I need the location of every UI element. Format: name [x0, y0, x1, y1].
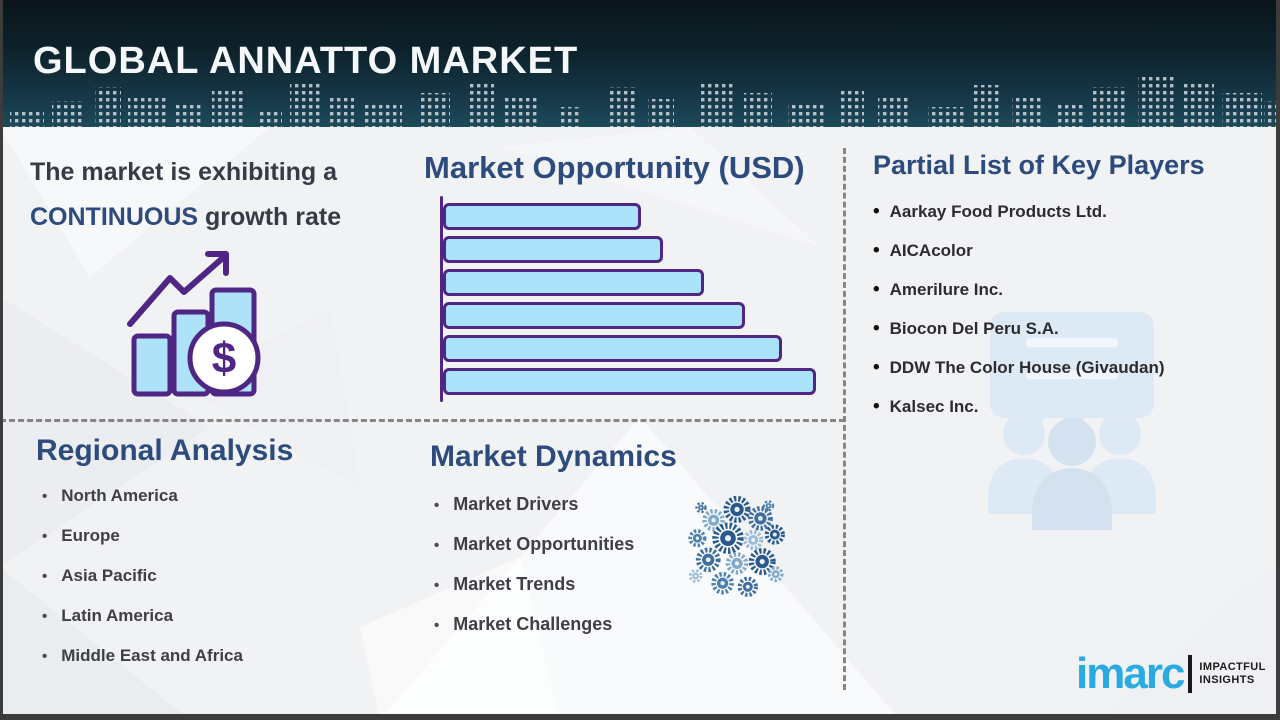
frame-border-right [1276, 0, 1280, 720]
chart-bars [443, 203, 816, 401]
list-item: Kalsec Inc. [873, 396, 1268, 418]
list-item: Middle East and Africa [42, 646, 376, 666]
opportunity-bar [443, 269, 705, 296]
opportunity-bar [443, 335, 783, 362]
list-item: AICAcolor [873, 240, 1268, 262]
regional-analysis-list: North America Europe Asia Pacific Latin Ame… [42, 486, 376, 666]
horizontal-dashed-divider [0, 419, 845, 422]
city-skyline-graphic [10, 75, 1280, 127]
opportunity-bar [443, 203, 641, 230]
list-item: Latin America [42, 606, 376, 626]
list-item: Europe [42, 526, 376, 546]
opportunity-bar [443, 302, 746, 329]
page-title: GLOBAL ANNATTO MARKET [33, 40, 579, 82]
logo-divider [1188, 655, 1193, 693]
svg-text:$: $ [212, 334, 236, 383]
market-dynamics-title: Market Dynamics [430, 440, 677, 473]
growth-highlight: CONTINUOUS [30, 203, 199, 231]
tagline-line1: IMPACTFUL [1199, 661, 1266, 673]
regional-analysis-panel: Regional Analysis North America Europe Asi… [36, 434, 376, 686]
header-banner: GLOBAL ANNATTO MARKET [0, 0, 1280, 127]
imarc-brand-text: imarc [1076, 649, 1185, 698]
tagline-line2: INSIGHTS [1199, 674, 1255, 686]
gear-sphere-icon [688, 495, 785, 597]
list-item: Biocon Del Peru S.A. [873, 318, 1268, 340]
list-item: North America [42, 486, 376, 506]
list-item: DDW The Color House (Givaudan) [873, 357, 1268, 379]
imarc-logo: imarc IMPACTFUL INSIGHTS [1076, 652, 1266, 696]
chart-y-axis [440, 196, 443, 402]
growth-statement-line2: CONTINUOUS growth rate [30, 195, 410, 240]
regional-analysis-title: Regional Analysis [36, 434, 294, 467]
key-players-list: Aarkay Food Products Ltd. AICAcolor Ameril… [873, 201, 1268, 418]
list-item: Market Opportunities [434, 534, 730, 555]
key-players-title: Partial List of Key Players [873, 150, 1205, 180]
growth-statement: The market is exhibiting a CONTINUOUS gr… [30, 150, 410, 240]
growth-chart-icon: $ [127, 251, 261, 397]
list-item: Market Drivers [434, 494, 730, 515]
imarc-tagline: IMPACTFUL INSIGHTS [1199, 661, 1265, 687]
list-item: Asia Pacific [42, 566, 376, 586]
opportunity-bar [443, 368, 816, 395]
list-item: Aarkay Food Products Ltd. [873, 201, 1268, 223]
list-item: Market Trends [434, 574, 730, 595]
market-opportunity-title: Market Opportunity (USD) [424, 150, 805, 185]
growth-suffix: growth rate [205, 203, 342, 231]
growth-statement-line1: The market is exhibiting a [30, 158, 338, 186]
list-item: Market Challenges [434, 614, 730, 635]
market-opportunity-chart [440, 196, 818, 406]
frame-border-bottom [0, 714, 1280, 720]
market-dynamics-list: Market Drivers Market Opportunities Market… [434, 494, 730, 635]
frame-border-left [0, 0, 3, 720]
market-dynamics-panel: Market Dynamics Market Drivers Market Opp… [430, 440, 730, 654]
list-item: Amerilure Inc. [873, 279, 1268, 301]
key-players-panel: Partial List of Key Players Aarkay Food … [873, 150, 1268, 435]
opportunity-bar [443, 236, 664, 263]
